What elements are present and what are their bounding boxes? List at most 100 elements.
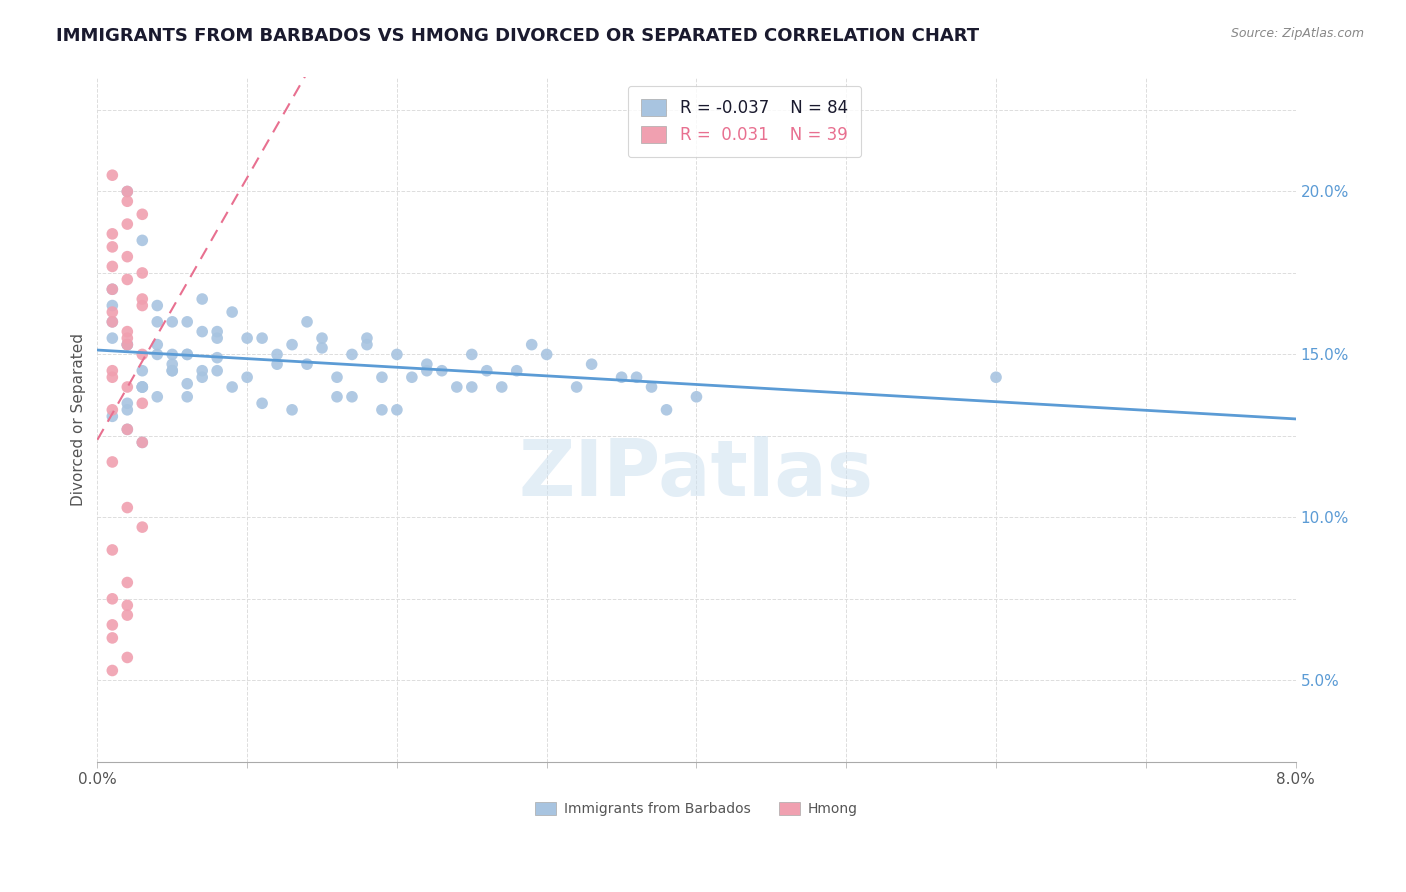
Point	[295, 357, 318, 371]
Point	[117, 422, 139, 436]
Point	[117, 402, 139, 417]
Point	[205, 325, 228, 339]
Point	[205, 364, 228, 378]
Point	[281, 337, 304, 351]
Point	[101, 402, 124, 417]
Point	[371, 402, 394, 417]
Y-axis label: Divorced or Separated: Divorced or Separated	[72, 333, 86, 506]
Point	[131, 520, 153, 534]
Point	[101, 618, 124, 632]
Point	[221, 305, 243, 319]
Point	[191, 364, 214, 378]
Point	[626, 370, 648, 384]
Point	[221, 380, 243, 394]
Point	[101, 299, 124, 313]
Point	[236, 370, 259, 384]
Point	[266, 347, 288, 361]
Point	[640, 380, 662, 394]
Point	[117, 500, 139, 515]
Point	[340, 347, 363, 361]
Point	[236, 331, 259, 345]
Point	[131, 380, 153, 394]
Point	[176, 376, 198, 391]
Point	[176, 347, 198, 361]
Point	[340, 390, 363, 404]
Point	[176, 315, 198, 329]
Point	[101, 364, 124, 378]
Point	[176, 390, 198, 404]
Point	[101, 282, 124, 296]
Text: ZIPatlas: ZIPatlas	[519, 436, 875, 512]
Point	[131, 233, 153, 247]
Point	[101, 282, 124, 296]
Point	[416, 357, 439, 371]
Point	[101, 664, 124, 678]
Point	[117, 599, 139, 613]
Point	[131, 380, 153, 394]
Point	[131, 347, 153, 361]
Point	[117, 337, 139, 351]
Point	[250, 331, 273, 345]
Point	[491, 380, 513, 394]
Point	[101, 543, 124, 558]
Point	[416, 364, 439, 378]
Point	[117, 331, 139, 345]
Point	[520, 337, 543, 351]
Point	[655, 402, 678, 417]
Point	[581, 357, 603, 371]
Point	[101, 305, 124, 319]
Point	[356, 337, 378, 351]
Point	[131, 266, 153, 280]
Point	[117, 422, 139, 436]
Point	[117, 250, 139, 264]
Point	[117, 272, 139, 286]
Point	[117, 608, 139, 623]
Point	[146, 337, 169, 351]
Point	[461, 347, 484, 361]
Point	[101, 168, 124, 182]
Point	[101, 591, 124, 606]
Point	[610, 370, 633, 384]
Point	[117, 194, 139, 209]
Point	[131, 299, 153, 313]
Point	[326, 390, 349, 404]
Point	[101, 409, 124, 424]
Point	[131, 364, 153, 378]
Point	[250, 396, 273, 410]
Text: IMMIGRANTS FROM BARBADOS VS HMONG DIVORCED OR SEPARATED CORRELATION CHART: IMMIGRANTS FROM BARBADOS VS HMONG DIVORC…	[56, 27, 980, 45]
Point	[131, 207, 153, 221]
Point	[117, 325, 139, 339]
Point	[117, 185, 139, 199]
Point	[117, 185, 139, 199]
Point	[565, 380, 588, 394]
Point	[117, 575, 139, 590]
Point	[205, 331, 228, 345]
Point	[101, 631, 124, 645]
Point	[101, 315, 124, 329]
Point	[162, 364, 184, 378]
Point	[385, 402, 408, 417]
Point	[131, 435, 153, 450]
Point	[117, 217, 139, 231]
Point	[311, 331, 333, 345]
Point	[101, 455, 124, 469]
Point	[101, 240, 124, 254]
Point	[131, 435, 153, 450]
Text: Source: ZipAtlas.com: Source: ZipAtlas.com	[1230, 27, 1364, 40]
Point	[162, 315, 184, 329]
Point	[191, 292, 214, 306]
Point	[101, 315, 124, 329]
Point	[311, 341, 333, 355]
Point	[101, 370, 124, 384]
Point	[146, 390, 169, 404]
Point	[101, 260, 124, 274]
Point	[117, 337, 139, 351]
Point	[326, 370, 349, 384]
Point	[446, 380, 468, 394]
Point	[266, 357, 288, 371]
Point	[131, 396, 153, 410]
Point	[191, 325, 214, 339]
Point	[536, 347, 558, 361]
Point	[176, 347, 198, 361]
Point	[131, 380, 153, 394]
